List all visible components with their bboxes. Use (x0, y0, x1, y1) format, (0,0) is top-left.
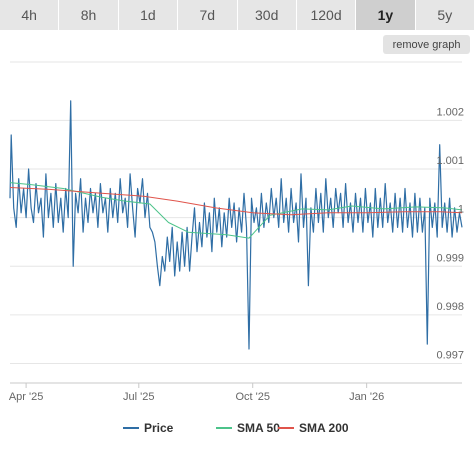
tab-120d[interactable]: 120d (296, 0, 357, 30)
tab-8h[interactable]: 8h (59, 0, 119, 30)
y-tick-label: 1.002 (436, 106, 464, 118)
x-tick-label: Jan '26 (349, 391, 384, 403)
y-tick-label: 0.998 (436, 301, 464, 313)
y-tick-label: 1.001 (436, 155, 464, 167)
x-tick-label: Oct '25 (235, 391, 270, 403)
y-tick-label: 0.997 (436, 350, 464, 362)
y-tick-label: 1 (458, 204, 464, 216)
tab-1y[interactable]: 1y (356, 0, 416, 30)
tab-1d[interactable]: 1d (118, 0, 179, 30)
remove-graph-button[interactable]: remove graph (383, 35, 470, 54)
series-line-sma-200 (9, 187, 463, 216)
tab-5y[interactable]: 5y (415, 0, 474, 30)
series-line-sma-50 (9, 182, 463, 239)
legend-label: SMA 200 (299, 421, 349, 435)
legend-label: SMA 50 (237, 421, 280, 435)
x-tick-label: Apr '25 (9, 391, 44, 403)
timeframe-tabs: 4h 8h 1d 7d 30d 120d 1y 5y (0, 0, 474, 30)
legend-label: Price (144, 421, 174, 435)
tab-4h[interactable]: 4h (0, 0, 60, 30)
y-tick-label: 0.999 (436, 252, 464, 264)
series-line-price (9, 100, 463, 350)
tab-30d[interactable]: 30d (237, 0, 297, 30)
x-tick-label: Jul '25 (123, 391, 154, 403)
tab-7d[interactable]: 7d (178, 0, 238, 30)
